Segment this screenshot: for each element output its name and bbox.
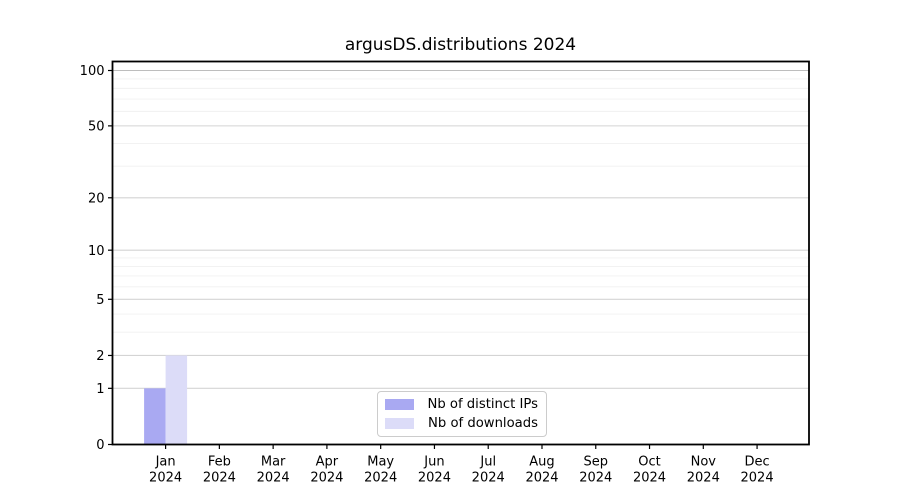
legend: Nb of distinct IPs Nb of downloads — [377, 391, 547, 437]
x-tick-label-month: May — [367, 455, 394, 470]
x-tick-label-month: Apr — [316, 455, 339, 470]
chart-title: argusDS.distributions 2024 — [344, 35, 577, 55]
y-tick-label: 10 — [88, 244, 105, 259]
x-tick-label-year: 2024 — [149, 471, 182, 486]
x-tick-label-month: Sep — [584, 455, 609, 470]
x-tick-label-year: 2024 — [633, 471, 666, 486]
y-tick-label: 50 — [88, 119, 105, 134]
y-tick-label: 2 — [96, 349, 104, 364]
y-tick-label: 1 — [96, 382, 104, 397]
legend-swatch-downloads — [385, 418, 414, 429]
x-tick-label-year: 2024 — [525, 471, 558, 486]
axes-spines — [111, 60, 810, 446]
x-tick-label-month: Nov — [691, 455, 717, 470]
x-tick-label-year: 2024 — [472, 471, 505, 486]
x-tick-label-year: 2024 — [310, 471, 343, 486]
x-tick-label-month: Oct — [638, 455, 660, 470]
bar-downloads-jan — [165, 355, 188, 445]
legend-label-downloads: Nb of downloads — [428, 416, 538, 431]
y-tick-label: 100 — [80, 64, 105, 79]
x-tick-label-year: 2024 — [579, 471, 612, 486]
x-tick-label-month: Mar — [261, 455, 286, 470]
x-tick-label-year: 2024 — [257, 471, 290, 486]
y-tick-label: 0 — [96, 438, 104, 453]
x-tick-label-month: Jan — [155, 455, 176, 470]
x-tick-label-year: 2024 — [687, 471, 720, 486]
x-tick-label-month: Aug — [529, 455, 554, 470]
x-tick-label-year: 2024 — [203, 471, 236, 486]
x-tick-label-month: Feb — [208, 455, 231, 470]
y-tick-label: 20 — [88, 191, 105, 206]
legend-item-distinct-ips: Nb of distinct IPs — [385, 397, 538, 413]
x-tick-label-month: Jun — [423, 455, 444, 470]
x-tick-label-month: Jul — [479, 455, 496, 470]
x-tick-label-year: 2024 — [741, 471, 774, 486]
y-tick-label: 5 — [96, 293, 104, 308]
bar-distinct-ips-jan — [144, 388, 166, 445]
x-tick-label-year: 2024 — [418, 471, 451, 486]
x-tick-label-year: 2024 — [364, 471, 397, 486]
legend-item-downloads: Nb of downloads — [385, 416, 538, 432]
x-tick-label-month: Dec — [744, 455, 769, 470]
legend-swatch-distinct-ips — [385, 399, 414, 410]
legend-label-distinct-ips: Nb of distinct IPs — [427, 397, 538, 412]
